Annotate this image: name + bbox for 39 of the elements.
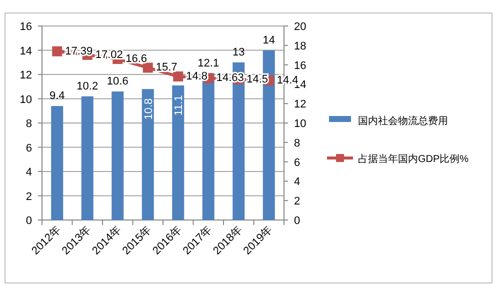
point [173, 71, 184, 82]
bar [81, 96, 94, 220]
y2-tick-label: 10 [294, 118, 306, 130]
y-tick-label: 6 [26, 142, 32, 154]
point [142, 62, 153, 73]
bar [142, 89, 154, 220]
y2-tick-label: 12 [294, 98, 306, 111]
y-tick-label: 16 [20, 21, 32, 33]
y2-tick-label: 16 [294, 60, 306, 72]
y2-tick-label: 18 [294, 40, 306, 52]
bar [172, 85, 184, 220]
bar [51, 106, 64, 220]
data-label: 9.4 [49, 90, 65, 102]
data-label: 13 [232, 46, 245, 58]
y-tick-label: 2 [26, 190, 32, 203]
y-tick-label: 14 [20, 45, 32, 58]
data-label: 14 [262, 34, 275, 46]
y2-tick-label: 0 [294, 215, 300, 227]
legend-label: 国内社会物流总费用 [358, 115, 448, 127]
data-label: 11.1 [173, 95, 186, 116]
y2-tick-label: 6 [294, 156, 300, 169]
data-label: 10.6 [106, 75, 128, 88]
y-tick-label: 4 [26, 166, 32, 178]
legend-label: 占据当年国内GDP比例% [358, 153, 469, 165]
data-label: 10.2 [76, 80, 98, 92]
data-label: 15.7 [156, 62, 178, 74]
y-tick-label: 12 [20, 70, 32, 82]
y-tick-label: 10 [20, 94, 32, 106]
y-tick-label: 8 [26, 118, 32, 130]
y-tick-label: 0 [26, 215, 32, 227]
data-label: 10.8 [142, 98, 155, 120]
data-label: 16.6 [126, 52, 148, 65]
bar [112, 91, 124, 220]
data-label: 12.1 [198, 57, 220, 70]
y2-tick-label: 20 [294, 21, 306, 33]
y2-tick-label: 8 [294, 137, 300, 150]
y2-tick-label: 4 [294, 176, 300, 188]
point [52, 46, 62, 56]
y2-tick-label: 2 [294, 196, 300, 208]
